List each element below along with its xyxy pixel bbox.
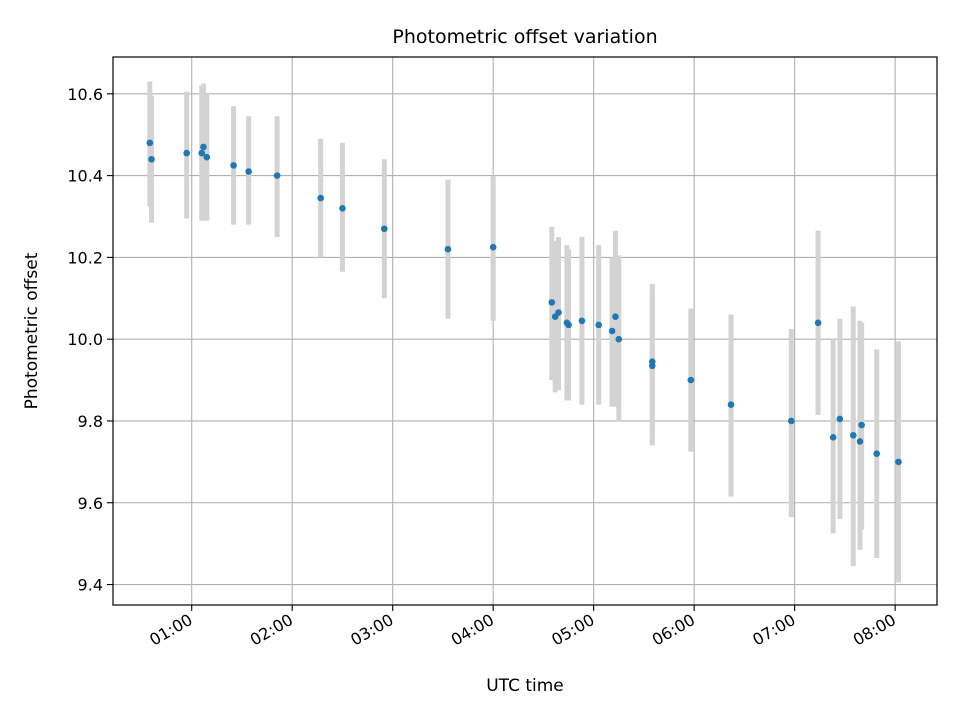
data-point [727,401,735,408]
data-point [183,149,190,157]
data-point [895,458,902,466]
x-axis-title: UTC time [486,676,564,696]
data-point [555,309,562,316]
data-point [608,327,616,335]
data-point [578,317,586,325]
data-point [489,243,497,251]
data-point [230,162,237,169]
data-point [856,438,864,445]
y-axis: 9.4 9.6 9.8 10.0 10.2 10.4 10.6 [67,85,113,595]
data-point [836,415,844,423]
chart-title: Photometric offset variation [392,26,657,48]
data-point [615,335,623,343]
y-tick-label: 10.4 [67,167,103,186]
y-tick-label: 9.8 [78,412,103,431]
data-point [565,321,572,329]
data-point [200,143,207,151]
data-point [595,321,602,329]
data-point [612,313,619,320]
data-point [849,431,857,439]
data-point [198,149,206,157]
data-point [146,139,154,147]
data-point [339,205,346,212]
data-point [787,417,795,425]
data-point [444,245,452,253]
data-point [317,194,324,202]
data-point [687,376,695,384]
data-point [203,153,211,161]
data-point [829,434,837,441]
y-tick-label: 10.0 [67,330,103,349]
data-point [858,421,865,429]
data-points [146,139,902,466]
y-tick-label: 10.2 [67,248,103,267]
y-tick-label: 9.4 [78,576,103,595]
y-tick-label: 10.6 [67,85,103,104]
data-point [548,299,556,306]
y-tick-label: 9.6 [78,494,103,513]
data-point [148,155,155,163]
plot-frame [112,56,938,606]
data-point [648,362,656,370]
data-point [873,450,881,457]
data-point [381,225,388,233]
y-axis-title: Photometric offset [22,252,42,409]
data-point [245,168,252,175]
data-point [814,319,822,327]
grid [113,57,937,605]
data-point [273,172,281,179]
